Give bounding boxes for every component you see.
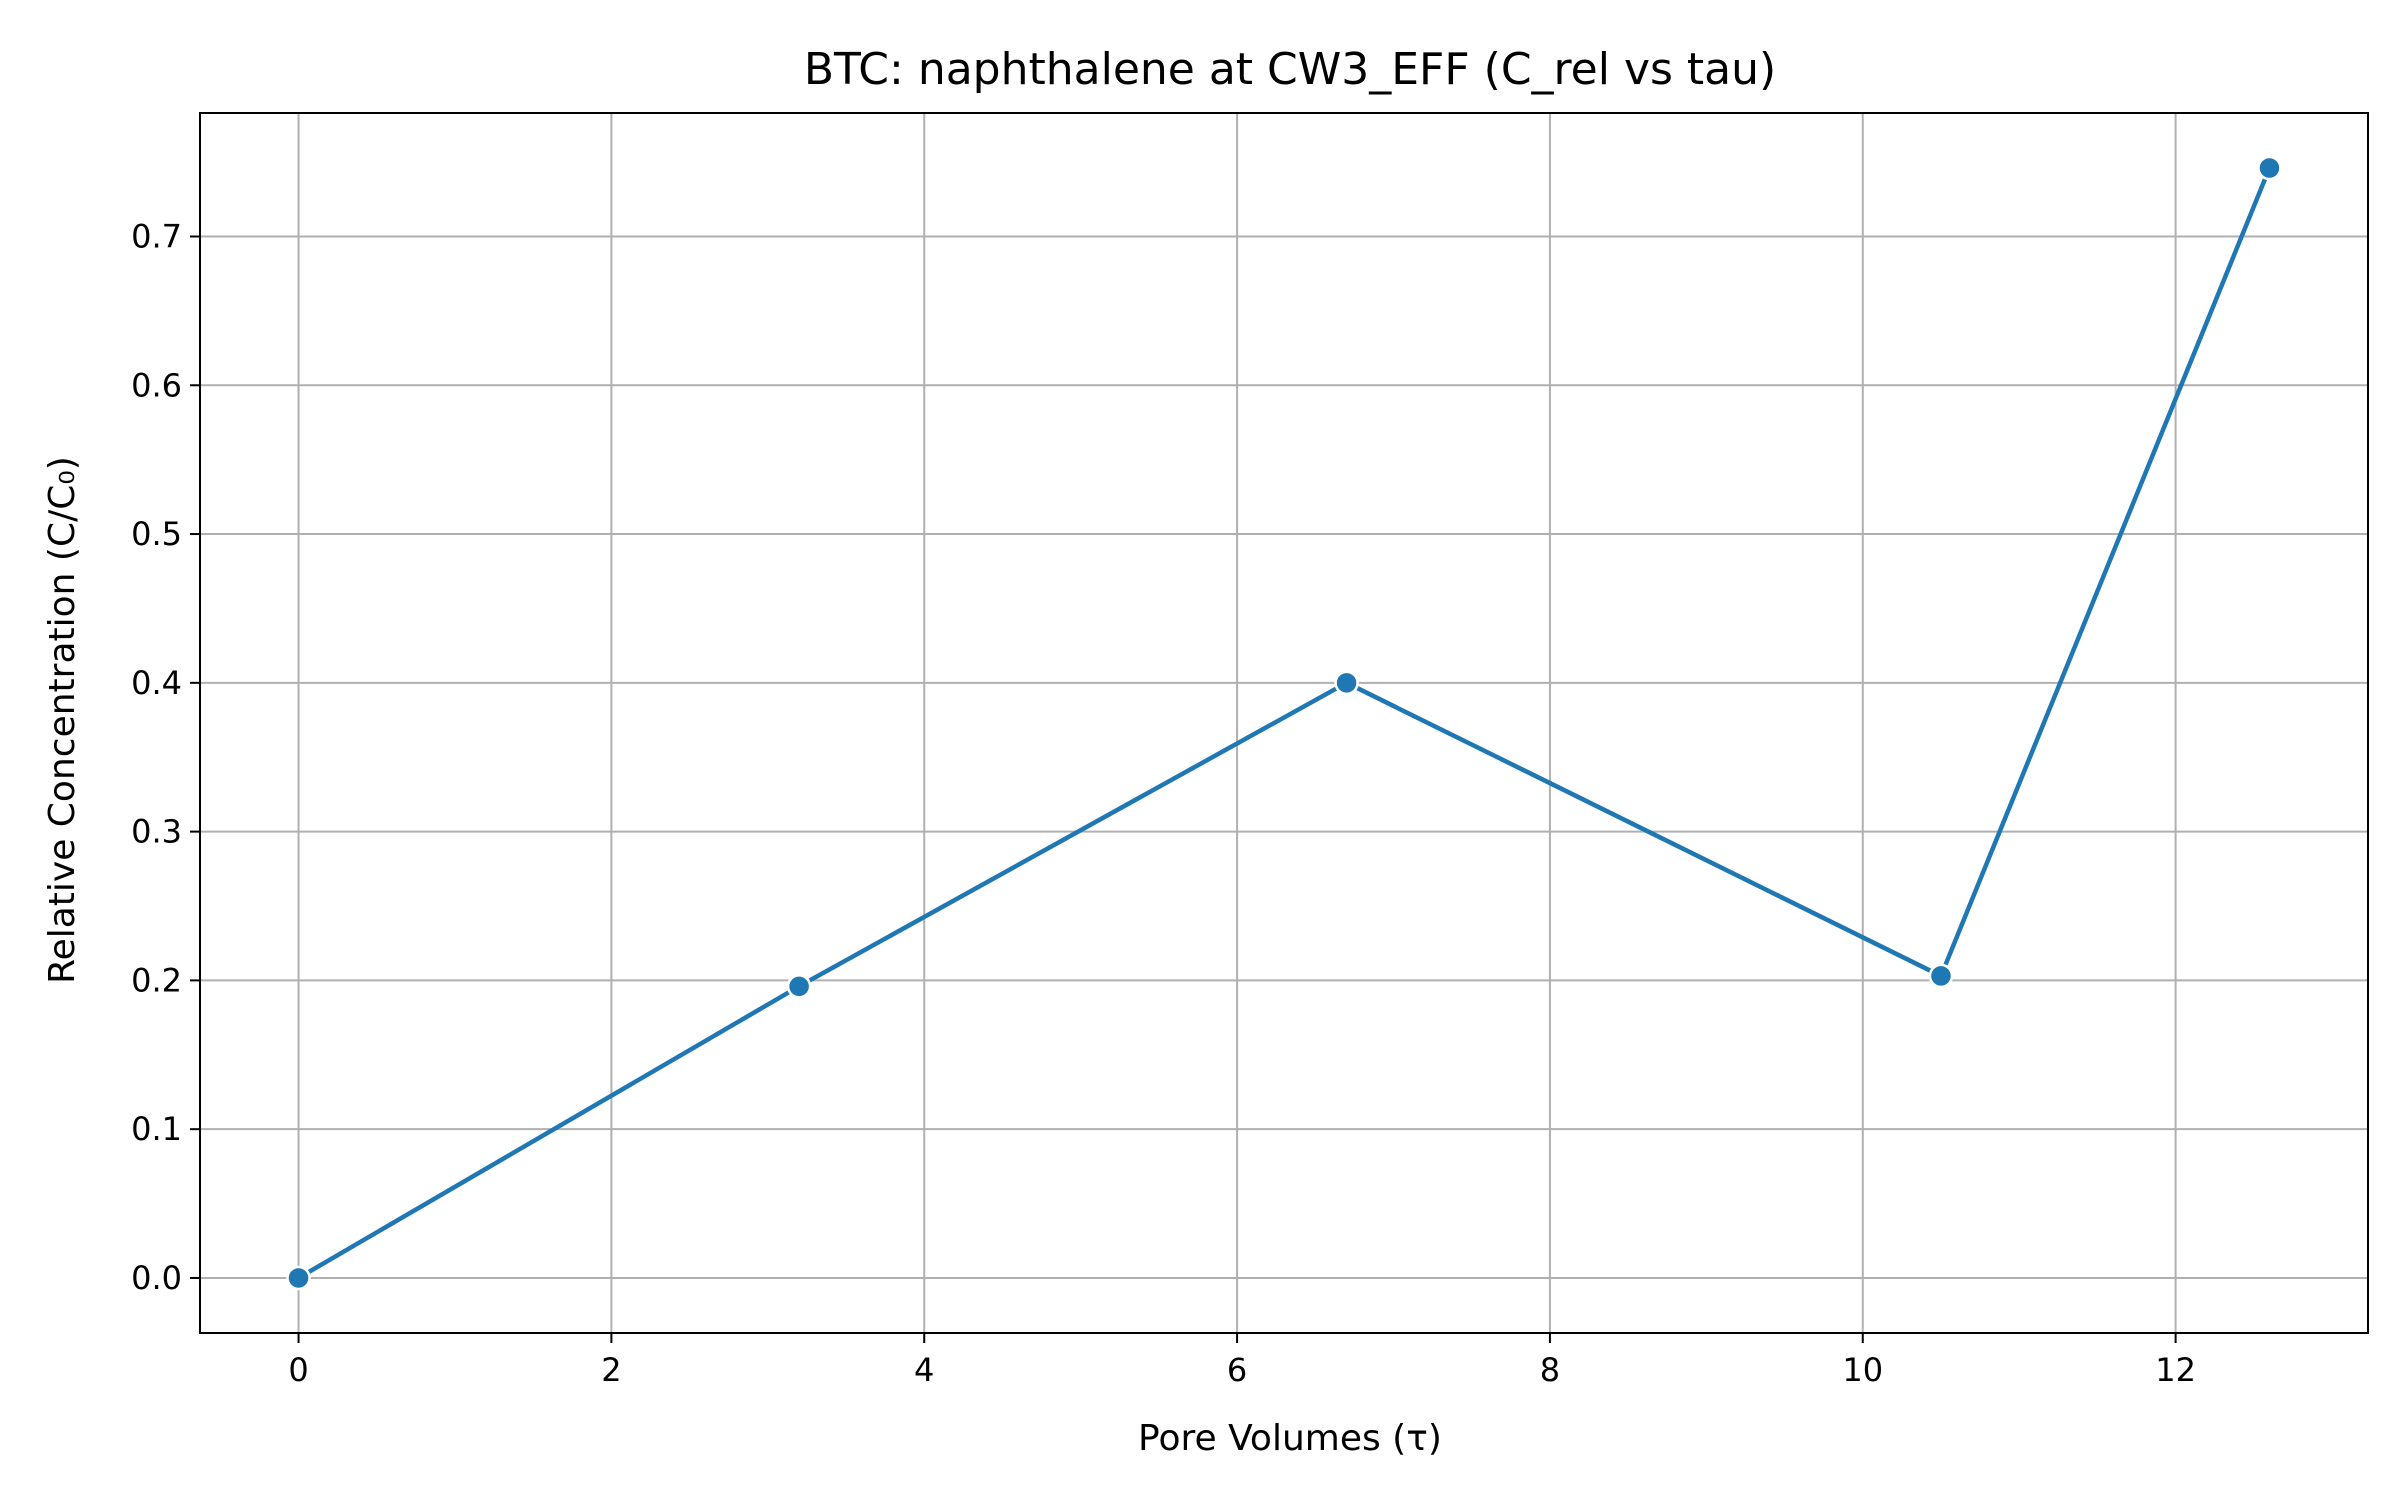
data-point: [786, 974, 812, 999]
plot-frame: [199, 112, 2369, 1334]
x-tick-label: 0: [288, 1351, 308, 1389]
chart-title: BTC: naphthalene at CW3_EFF (C_rel vs ta…: [804, 44, 1776, 95]
data-point: [2257, 155, 2282, 181]
y-tick-label: 0.6: [131, 366, 182, 404]
y-tick-label: 0.1: [131, 1110, 182, 1148]
data-point: [1928, 963, 1954, 989]
data-point: [1334, 670, 1359, 696]
ticks: 0 2 4 6 8 10 12 0.0 0.1 0.2 0.3 0.4 0.5 0.6 0.7: [131, 217, 2196, 1389]
x-axis-label: Pore Volumes (τ): [1138, 1418, 1442, 1459]
x-tick-label: 4: [914, 1351, 934, 1389]
y-tick-label: 0.0: [131, 1259, 182, 1297]
y-tick-label: 0.7: [131, 217, 182, 255]
x-tick-label: 8: [1540, 1351, 1560, 1389]
y-tick-label: 0.3: [131, 813, 182, 851]
x-tick-label: 10: [1842, 1351, 1883, 1389]
y-tick-label: 0.4: [131, 664, 182, 702]
y-tick-label: 0.5: [131, 515, 182, 553]
x-tick-label: 12: [2155, 1351, 2196, 1389]
y-axis-label: Relative Concentration (C/C₀): [42, 456, 83, 984]
y-tick-label: 0.2: [131, 961, 182, 999]
x-tick-label: 6: [1227, 1351, 1247, 1389]
data-point: [286, 1265, 311, 1291]
grid: [200, 113, 2368, 1333]
series-layer: [286, 155, 2282, 1291]
x-tick-label: 2: [601, 1351, 621, 1389]
